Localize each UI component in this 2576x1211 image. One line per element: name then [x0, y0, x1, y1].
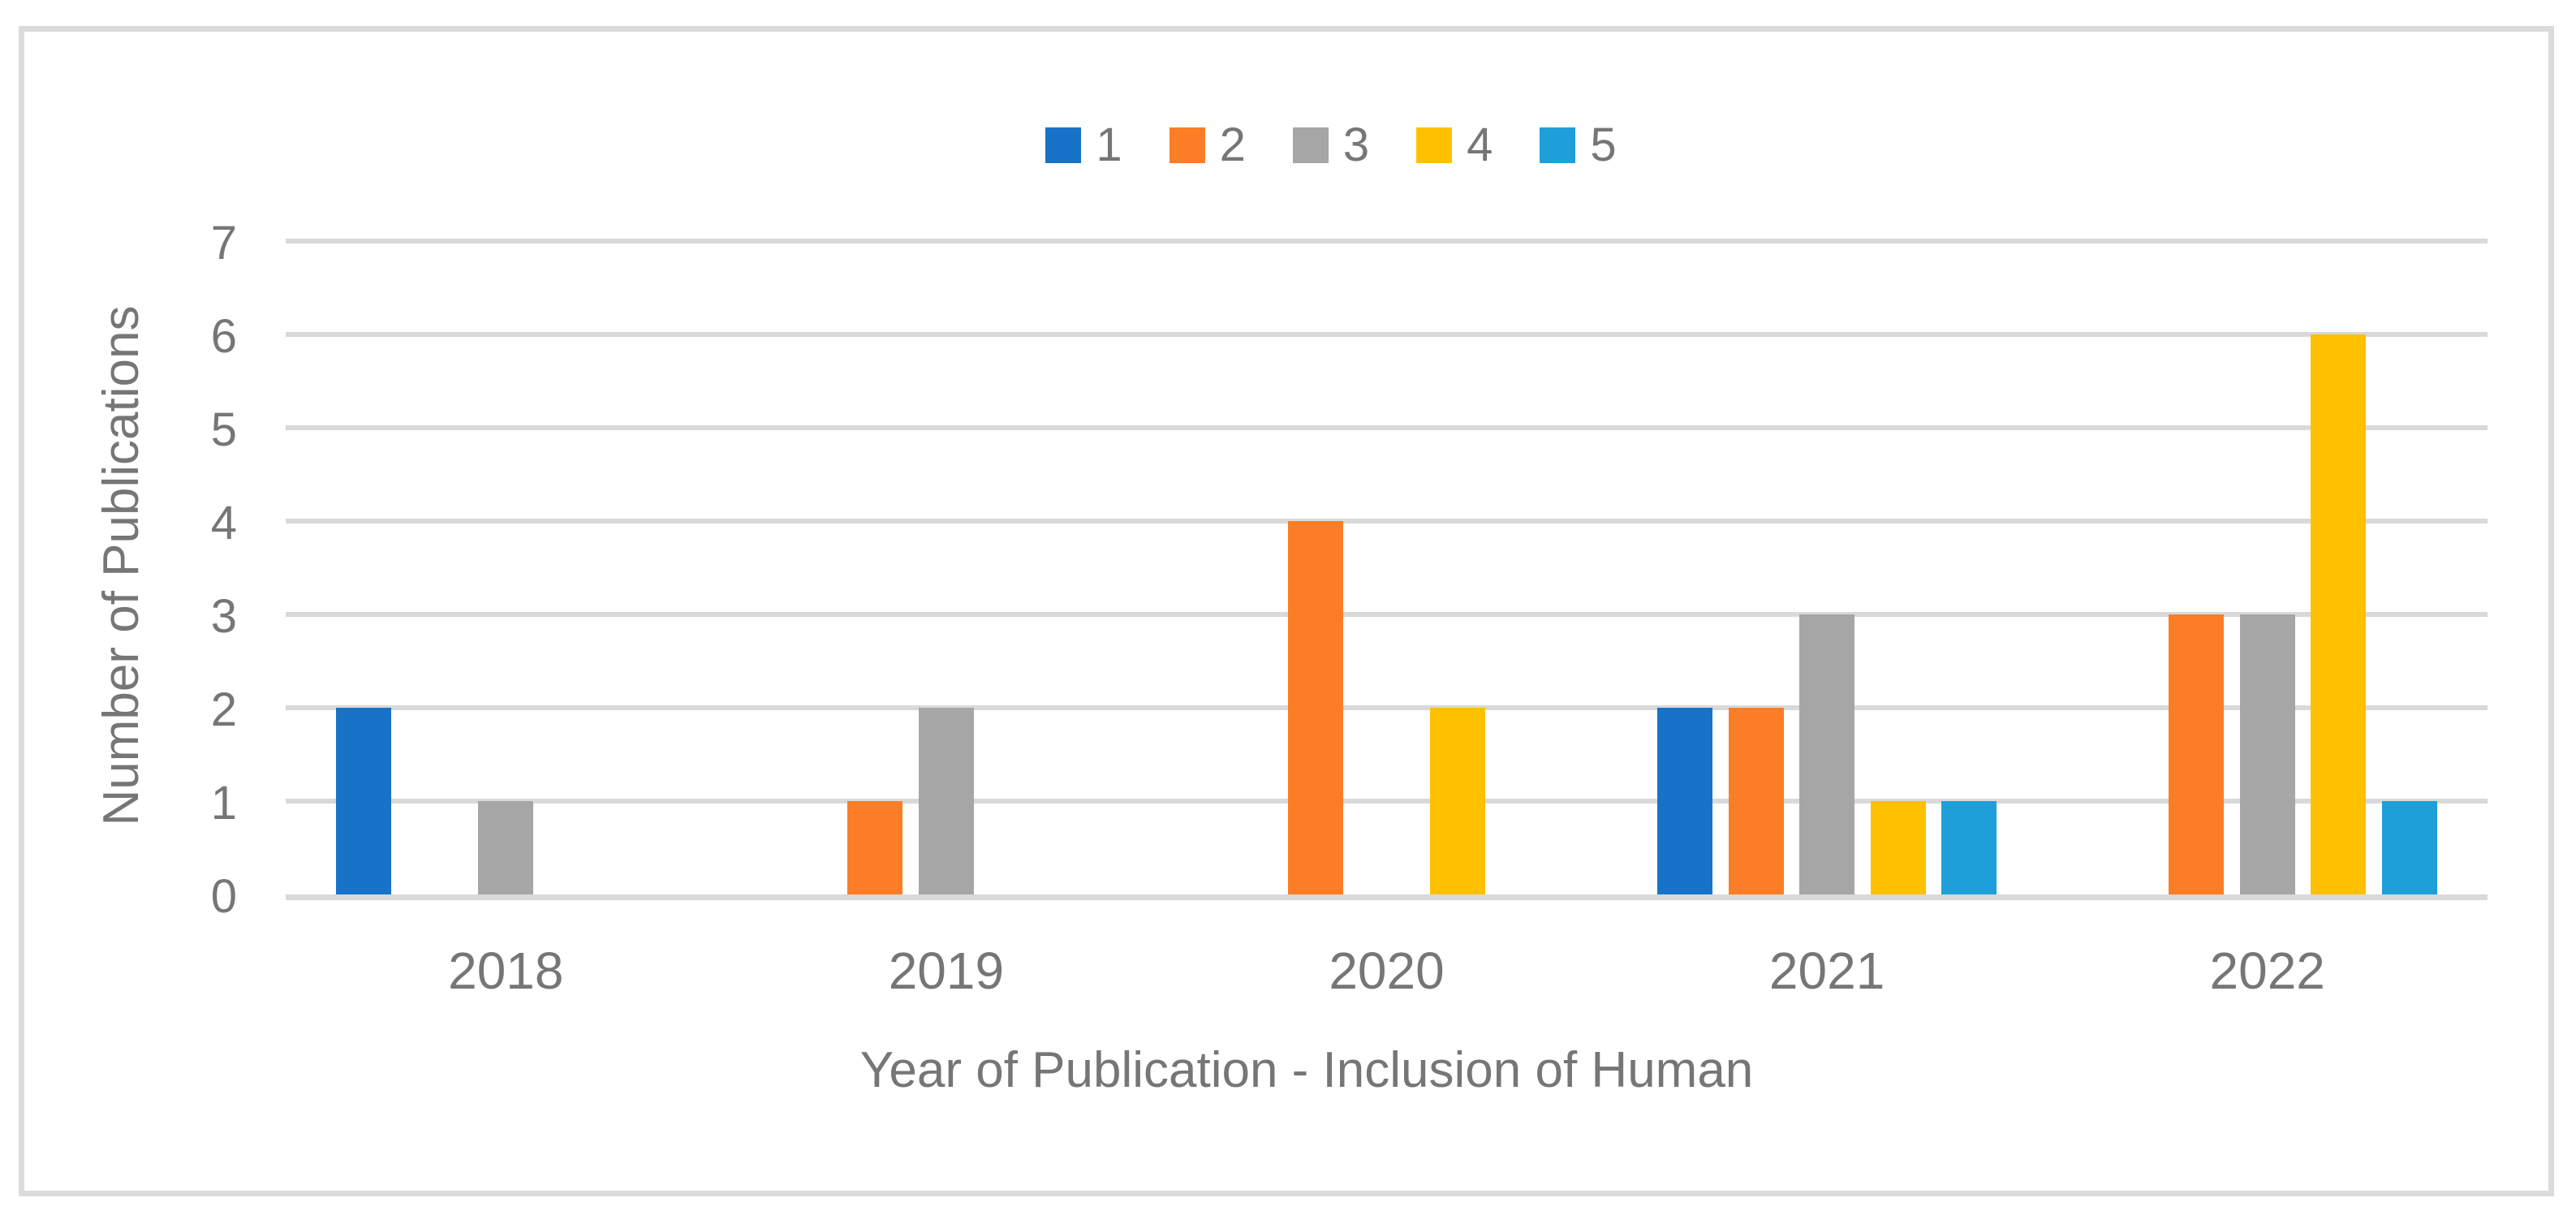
- x-axis-title: Year of Publication - Inclusion of Human: [859, 1042, 1754, 1098]
- legend-item-3: 3: [1292, 119, 1370, 171]
- legend-label-3: 3: [1342, 119, 1370, 171]
- y-tick-label-7: 7: [210, 217, 237, 269]
- bar-2022-series-5: [2381, 801, 2437, 894]
- y-tick-label-4: 4: [210, 497, 237, 549]
- x-category-label-2021: 2021: [1768, 942, 1885, 1000]
- legend-item-5: 5: [1540, 119, 1617, 171]
- chart-outer-border: [19, 26, 2554, 1196]
- legend-swatch-5-icon: [1540, 127, 1576, 163]
- y-tick-label-5: 5: [210, 403, 237, 456]
- y-tick-label-0: 0: [210, 870, 237, 923]
- bar-2018-series-1: [336, 708, 392, 894]
- bar-2021-series-5: [1941, 801, 1997, 894]
- gridline-6: [286, 332, 2488, 337]
- bar-2022-series-2: [2169, 614, 2225, 894]
- bar-2021-series-4: [1870, 801, 1926, 894]
- legend-swatch-3-icon: [1292, 127, 1329, 163]
- bar-2020-series-2: [1288, 521, 1343, 894]
- legend-item-1: 1: [1045, 122, 1122, 169]
- legend-label-2: 2: [1219, 119, 1246, 171]
- y-tick-label-1: 1: [210, 777, 237, 830]
- bar-2019-series-3: [918, 708, 974, 894]
- legend: 1 2 3 4 5: [86, 122, 2576, 169]
- bar-2022-series-4: [2311, 334, 2367, 894]
- bar-2022-series-3: [2239, 614, 2295, 894]
- legend-swatch-1-icon: [1045, 127, 1082, 163]
- legend-item-4: 4: [1416, 122, 1493, 169]
- bar-2021-series-3: [1799, 614, 1855, 894]
- gridline-2: [286, 705, 2488, 710]
- gridline-1: [286, 799, 2488, 804]
- x-category-label-2019: 2019: [888, 942, 1005, 1000]
- bar-2019-series-2: [847, 801, 903, 894]
- x-category-label-2020: 2020: [1329, 942, 1445, 1000]
- x-axis-line: [286, 894, 2488, 900]
- y-tick-label-3: 3: [210, 590, 237, 643]
- legend-label-4: 4: [1467, 119, 1493, 171]
- legend-item-2: 2: [1169, 119, 1246, 171]
- legend-label-5: 5: [1590, 119, 1617, 171]
- bar-2018-series-3: [478, 801, 534, 894]
- bar-2020-series-4: [1430, 708, 1485, 894]
- bar-2021-series-2: [1728, 708, 1784, 894]
- legend-swatch-4-icon: [1416, 127, 1453, 163]
- gridline-3: [286, 612, 2488, 617]
- bar-2021-series-1: [1657, 708, 1713, 894]
- x-category-label-2018: 2018: [448, 942, 564, 1000]
- gridline-7: [286, 239, 2488, 243]
- gridline-4: [286, 519, 2488, 524]
- x-category-label-2022: 2022: [2209, 942, 2325, 1000]
- y-tick-label-2: 2: [210, 683, 237, 736]
- y-axis-title: Number of Publications: [93, 305, 149, 826]
- gridline-5: [286, 425, 2488, 430]
- legend-label-1: 1: [1096, 119, 1122, 171]
- legend-swatch-2-icon: [1169, 127, 1205, 163]
- y-tick-label-6: 6: [210, 310, 237, 363]
